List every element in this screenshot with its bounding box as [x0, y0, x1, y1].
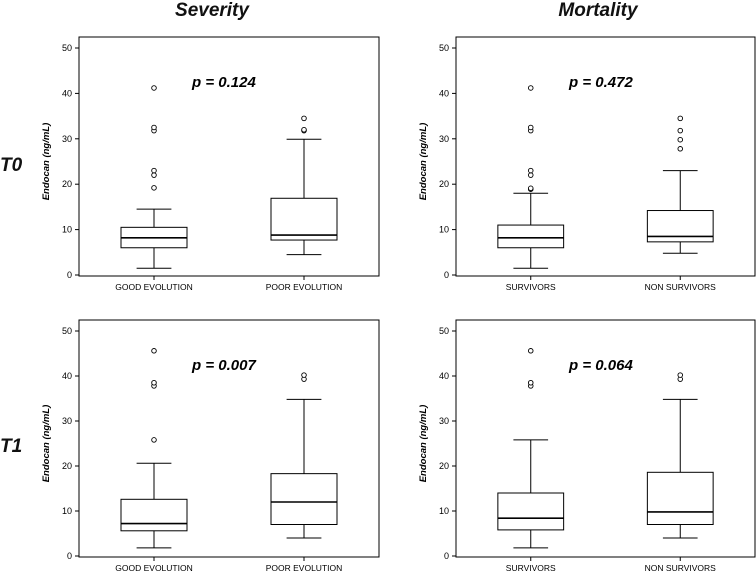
outlier-point: [301, 115, 307, 122]
y-tick-label: 20: [439, 179, 449, 189]
box-0: SURVIVORS: [497, 348, 565, 572]
outlier-point: [528, 348, 534, 354]
box-1: NON SURVIVORS: [645, 372, 716, 572]
outlier-point: [151, 167, 157, 174]
panel-severity-t1: 0 10 20 30 40 50 Endocan (ng/mL) p = 0.007 GOOD …: [41, 319, 380, 572]
y-tick-label: 40: [439, 371, 449, 381]
outlier-point: [151, 348, 157, 354]
iqr-box: [646, 471, 714, 525]
y-tick-label: 50: [62, 326, 72, 336]
category-label: SURVIVORS: [506, 282, 556, 292]
column-title-mortality: Mortality: [558, 0, 638, 21]
outlier-point: [528, 185, 534, 192]
column-title-severity: Severity: [175, 0, 249, 21]
p-value-annotation: p = 0.064: [568, 357, 633, 374]
iqr-box: [270, 197, 338, 241]
y-tick-label: 30: [62, 416, 72, 426]
box-0: GOOD EVOLUTION: [115, 348, 193, 572]
category-label: GOOD EVOLUTION: [115, 563, 192, 572]
y-tick-label: 0: [444, 551, 449, 561]
y-tick-label: 40: [439, 88, 449, 98]
outlier-point: [528, 167, 534, 174]
category-label: SURVIVORS: [506, 563, 556, 572]
y-axis-label: Endocan (ng/mL): [418, 123, 429, 201]
outlier-point: [151, 437, 157, 443]
y-tick-label: 20: [439, 461, 449, 471]
outlier-point: [528, 172, 534, 178]
outlier-point: [677, 146, 684, 152]
y-tick-label: 30: [62, 134, 72, 144]
box-0: SURVIVORS: [497, 85, 565, 292]
outlier-point: [677, 136, 684, 143]
outlier-point: [301, 372, 307, 378]
outlier-point: [151, 380, 157, 386]
box-0: GOOD EVOLUTION: [115, 85, 193, 292]
outlier-point: [151, 124, 157, 131]
category-label: POOR EVOLUTION: [266, 563, 343, 572]
outlier-point: [528, 124, 534, 131]
category-label: POOR EVOLUTION: [266, 282, 343, 292]
y-tick-label: 0: [67, 270, 72, 280]
y-tick-label: 20: [62, 461, 72, 471]
y-tick-label: 10: [62, 225, 72, 235]
y-tick-label: 0: [67, 551, 72, 561]
y-axis-label: Endocan (ng/mL): [418, 405, 429, 483]
iqr-box: [497, 224, 565, 249]
outlier-point: [151, 172, 157, 178]
category-label: GOOD EVOLUTION: [115, 282, 192, 292]
row-label-t1: T1: [0, 436, 23, 457]
outlier-point: [677, 115, 684, 122]
y-tick-label: 50: [62, 43, 72, 53]
category-label: NON SURVIVORS: [645, 563, 716, 572]
y-tick-label: 50: [439, 43, 449, 53]
iqr-box: [497, 492, 565, 531]
category-label: NON SURVIVORS: [645, 282, 716, 292]
y-tick-label: 40: [62, 371, 72, 381]
y-tick-label: 30: [439, 416, 449, 426]
outlier-point: [528, 85, 534, 91]
panel-severity-t0: 0 10 20 30 40 50 Endocan (ng/mL) p = 0.124 GOOD …: [41, 36, 380, 292]
panel-mortality-t0: 0 10 20 30 40 50 Endocan (ng/mL) p = 0.472 SURVI…: [418, 36, 756, 292]
outlier-point: [301, 126, 307, 133]
y-tick-label: 10: [62, 506, 72, 516]
y-tick-label: 20: [62, 179, 72, 189]
y-tick-label: 0: [444, 270, 449, 280]
box-1: POOR EVOLUTION: [266, 115, 343, 292]
panel-mortality-t1: 0 10 20 30 40 50 Endocan (ng/mL) p = 0.064 SURVI…: [418, 319, 756, 572]
y-tick-label: 10: [439, 506, 449, 516]
p-value-annotation: p = 0.124: [191, 74, 256, 91]
y-axis-label: Endocan (ng/mL): [41, 123, 52, 201]
outlier-point: [528, 380, 534, 386]
y-axis-label: Endocan (ng/mL): [41, 405, 52, 483]
y-tick-label: 10: [439, 225, 449, 235]
outlier-point: [677, 127, 684, 134]
outlier-point: [151, 185, 157, 191]
y-tick-label: 40: [62, 88, 72, 98]
y-tick-label: 30: [439, 134, 449, 144]
outlier-point: [677, 372, 684, 378]
p-value-annotation: p = 0.472: [568, 74, 633, 91]
y-tick-label: 50: [439, 326, 449, 336]
row-label-t0: T0: [0, 155, 23, 176]
p-value-annotation: p = 0.007: [191, 357, 256, 374]
iqr-box: [120, 498, 188, 532]
box-1: NON SURVIVORS: [645, 115, 716, 292]
outlier-point: [151, 85, 157, 91]
box-1: POOR EVOLUTION: [266, 372, 343, 572]
iqr-box: [270, 473, 338, 525]
